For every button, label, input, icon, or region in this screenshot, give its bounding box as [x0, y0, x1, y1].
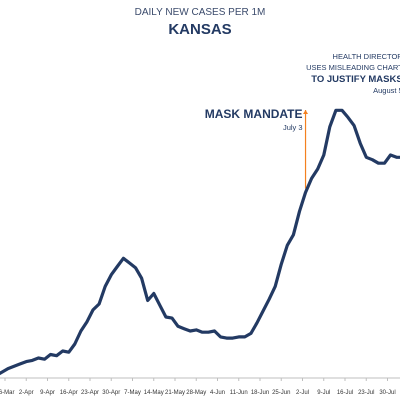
chart-title: KANSAS	[168, 21, 231, 38]
x-tick-label: 14-May	[144, 390, 164, 396]
x-tick-label: 7-May	[124, 390, 141, 396]
x-tick-label: 11-Jun	[230, 390, 248, 396]
x-tick-label: 30-Jul	[379, 390, 395, 396]
x-tick-label: 21-May	[165, 390, 185, 396]
series-line	[0, 108, 400, 376]
annotation-label: MASK MANDATE	[205, 107, 303, 121]
x-axis: 26-Mar2-Apr9-Apr16-Apr23-Apr30-Apr7-May1…	[0, 377, 400, 396]
x-tick-label: 4-Jun	[210, 390, 225, 396]
x-tick-label: 30-Apr	[102, 390, 120, 396]
annotation-date: August 5	[373, 86, 400, 95]
x-tick-label: 9-Apr	[40, 390, 55, 396]
x-tick-label: 26-Mar	[0, 390, 15, 396]
x-tick-label: 2-Apr	[19, 390, 34, 396]
x-tick-label: 16-Jul	[337, 390, 353, 396]
annotation-label: TO JUSTIFY MASKS	[311, 74, 400, 85]
annotation-label: USES MISLEADING CHART	[306, 63, 400, 72]
x-tick-label: 2-Jul	[296, 390, 309, 396]
series-group	[0, 108, 400, 376]
annotation-date: July 3	[283, 123, 303, 132]
annotations: MASK MANDATE July 3 HEALTH DIRECTOR USES MI…	[205, 52, 400, 189]
x-tick-label: 16-Apr	[60, 390, 78, 396]
x-tick-label: 9-Jul	[317, 390, 330, 396]
chart-subtitle: DAILY NEW CASES PER 1M	[135, 7, 266, 18]
annotation-label: HEALTH DIRECTOR	[333, 52, 400, 61]
x-tick-label: 28-May	[186, 390, 206, 396]
x-tick-label: 18-Jun	[251, 390, 269, 396]
x-tick-label: 23-Apr	[81, 390, 99, 396]
x-tick-label: 25-Jun	[272, 390, 290, 396]
x-tick-label: 23-Jul	[358, 390, 374, 396]
annotation-arrow-head	[303, 110, 309, 114]
